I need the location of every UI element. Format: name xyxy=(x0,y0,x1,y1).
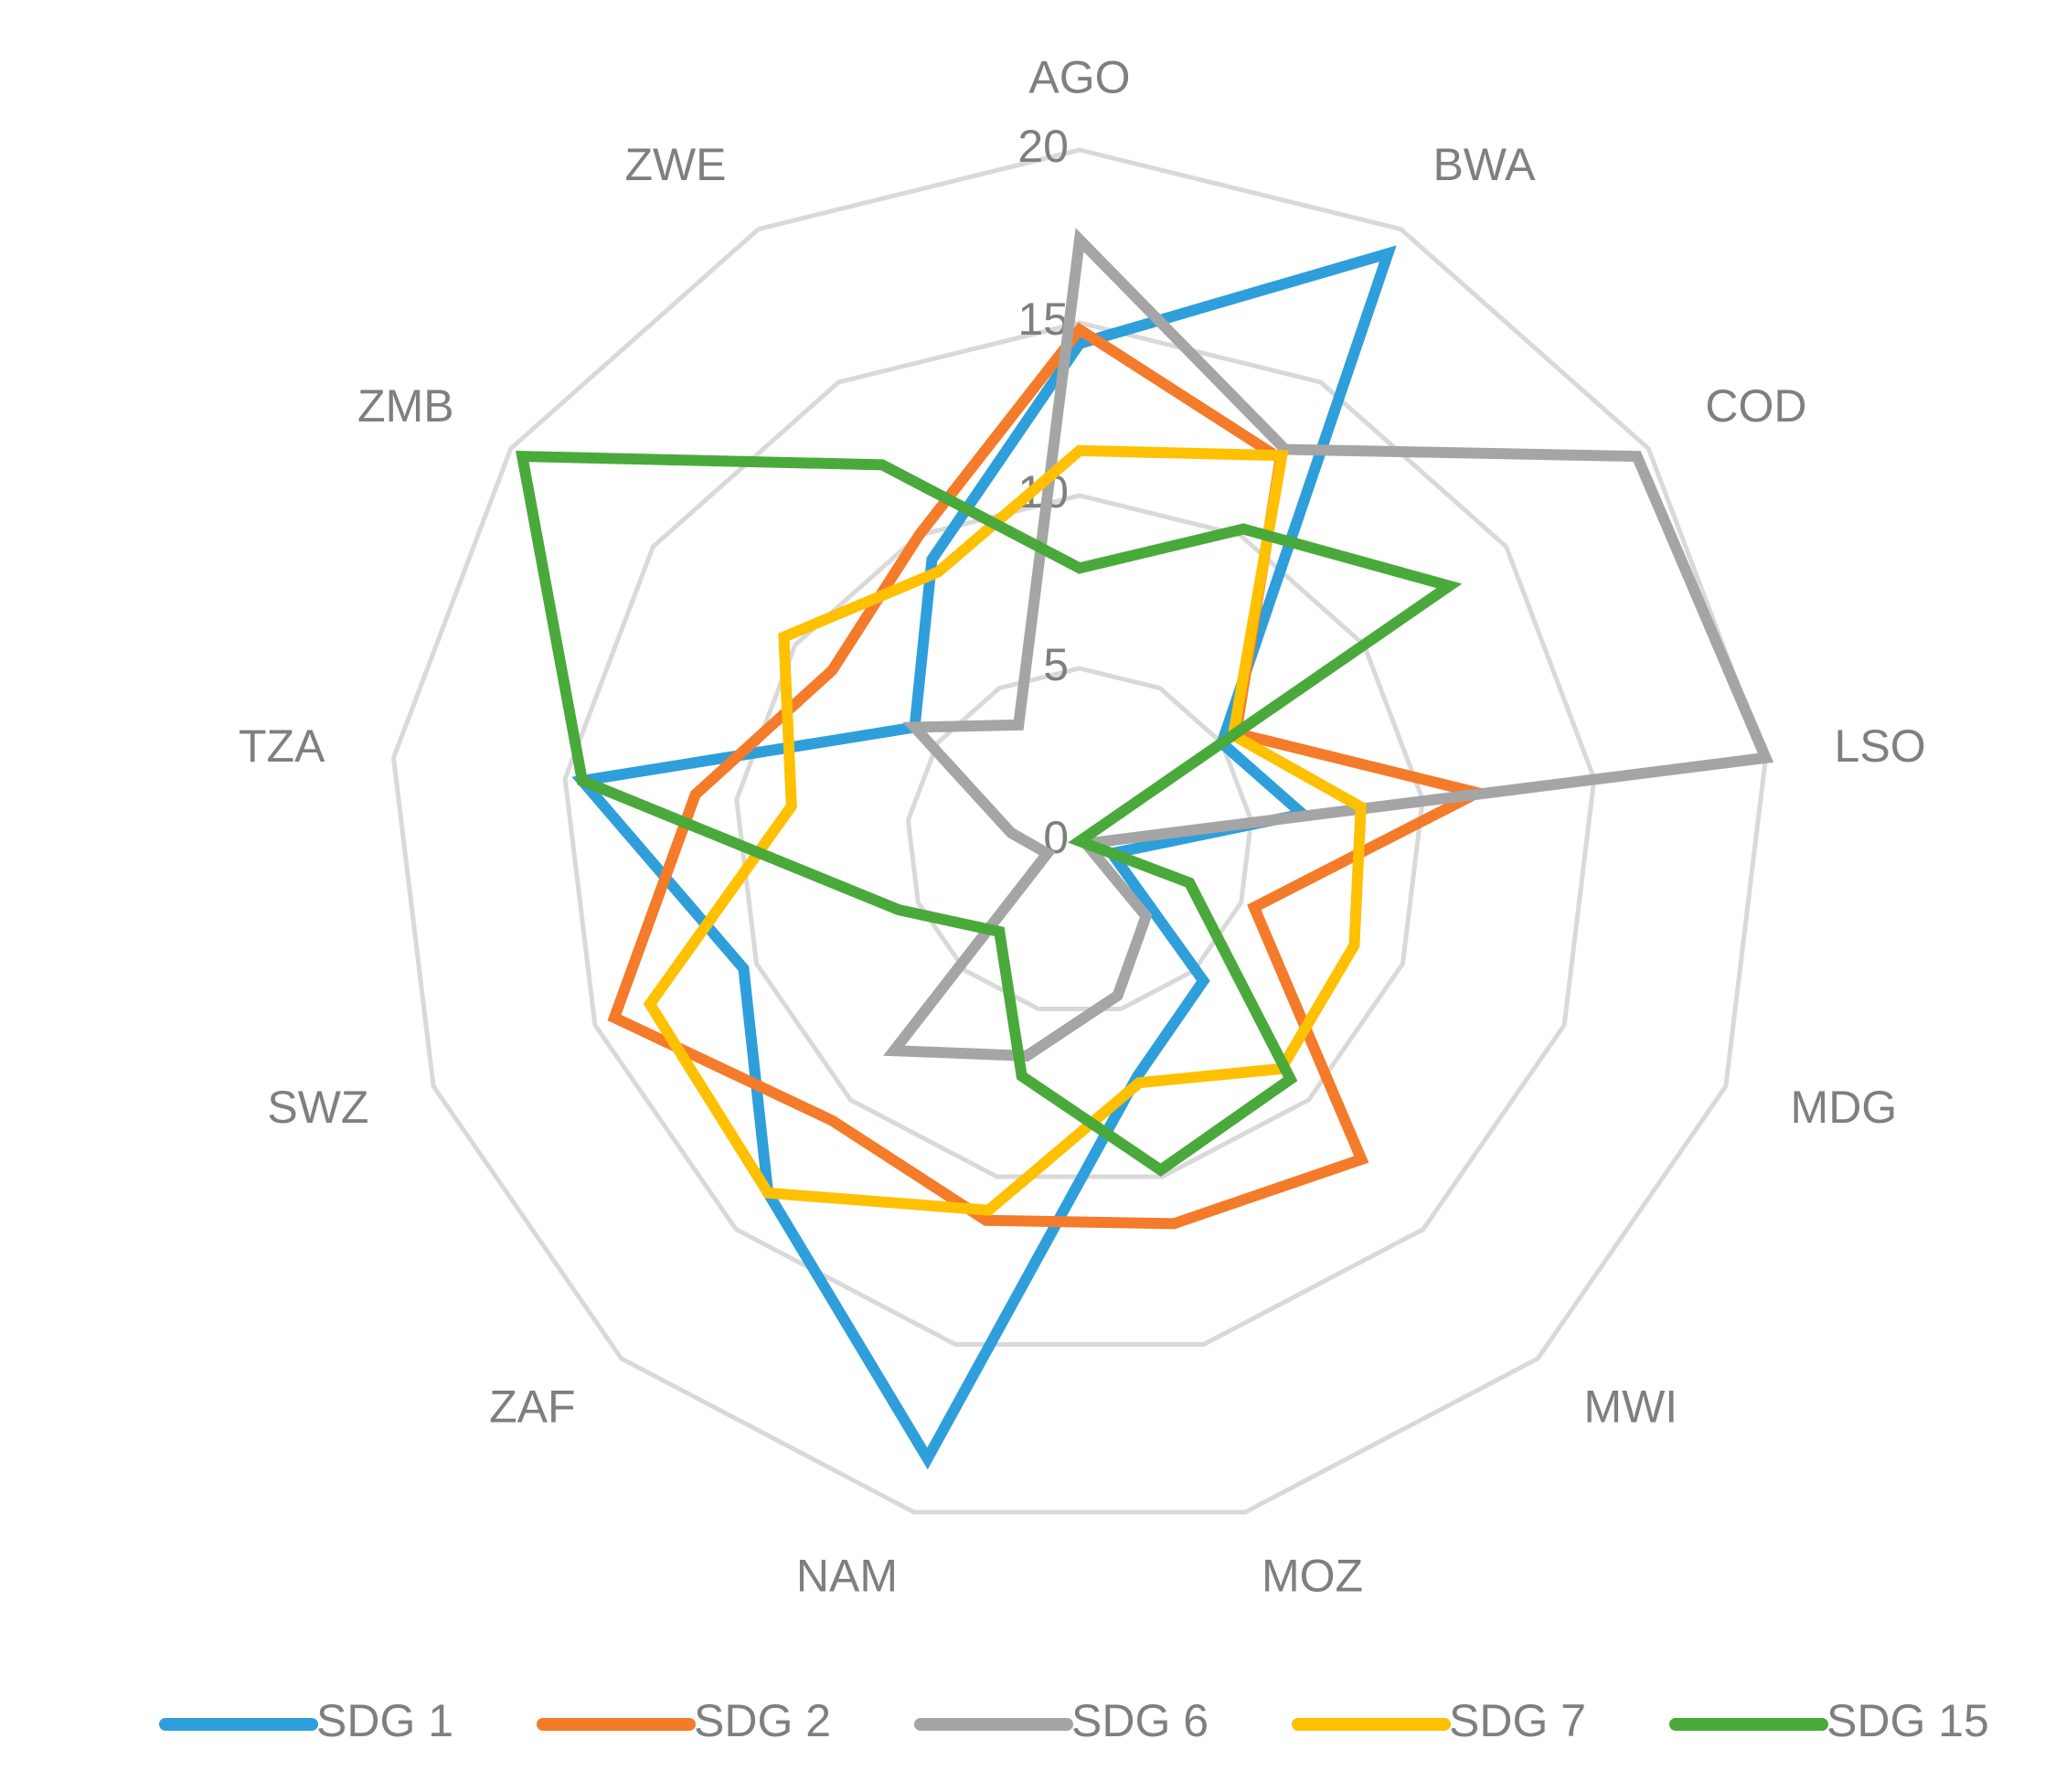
legend-label: SDG 7 xyxy=(1449,1695,1586,1746)
r-tick-label: 20 xyxy=(1017,121,1069,172)
series-line xyxy=(643,444,1367,1216)
category-label: AGO xyxy=(1028,52,1130,103)
category-label: SWZ xyxy=(267,1082,368,1133)
legend-label: SDG 2 xyxy=(694,1695,831,1746)
category-label: ZAF xyxy=(489,1381,575,1433)
legend-label: SDG 15 xyxy=(1826,1695,1989,1746)
category-label: MOZ xyxy=(1262,1551,1363,1602)
series-line xyxy=(516,450,1463,1177)
grid-ring xyxy=(562,320,1597,1348)
r-tick-label: 5 xyxy=(1043,639,1069,690)
grid-ring xyxy=(905,666,1254,1012)
series-line xyxy=(571,245,1397,1470)
category-label: ZWE xyxy=(624,139,726,190)
grid-ring xyxy=(390,147,1769,1515)
category-label: COD xyxy=(1705,380,1806,432)
category-label: ZMB xyxy=(357,380,454,432)
series-line xyxy=(883,228,1774,1061)
legend-label: SDG 6 xyxy=(1071,1695,1209,1746)
category-label: BWA xyxy=(1432,139,1536,190)
category-label: MWI xyxy=(1583,1381,1677,1433)
category-label: NAM xyxy=(796,1551,898,1602)
category-label: LSO xyxy=(1835,720,1926,772)
category-label: TZA xyxy=(239,720,325,772)
category-label: MDG xyxy=(1791,1082,1898,1133)
r-tick-label: 15 xyxy=(1017,293,1069,345)
series-line xyxy=(607,322,1494,1230)
legend-label: SDG 1 xyxy=(316,1695,453,1746)
